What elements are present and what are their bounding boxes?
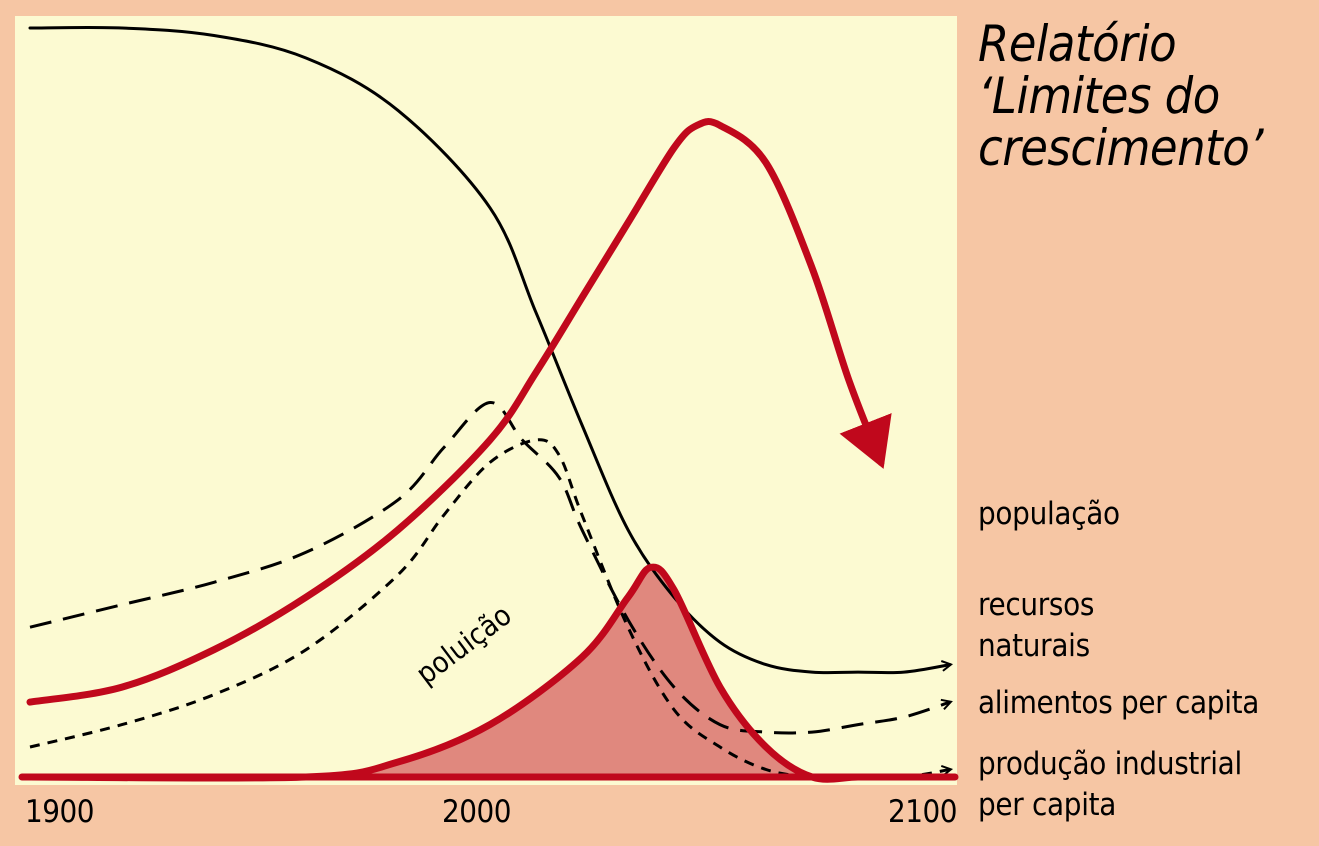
legend-recursos-line2: naturais [978,628,1090,664]
legend-producao-line2: per capita [978,787,1117,823]
plot-area [15,16,957,785]
chart-marks [18,25,959,783]
legend-recursos-line1: recursos [978,587,1095,623]
title-line-2: ‘Limites do [978,67,1220,125]
series-populacao-line [26,118,892,706]
x-tick-2000: 2000 [442,794,511,830]
title-line-3: crescimento’ [978,119,1264,177]
legend-alimentos: alimentos per capita [978,685,1260,721]
legend-populacao: população [978,496,1120,532]
legend-producao-line1: produção industrial [978,746,1242,782]
chart-title: Relatório ‘Limites do crescimento’ [978,18,1308,174]
series-recursos-naturais-line [28,25,950,675]
series-alimentos-line [29,401,950,735]
x-tick-1900: 1900 [25,794,94,830]
title-line-1: Relatório [978,15,1177,73]
x-tick-2100: 2100 [888,794,957,830]
